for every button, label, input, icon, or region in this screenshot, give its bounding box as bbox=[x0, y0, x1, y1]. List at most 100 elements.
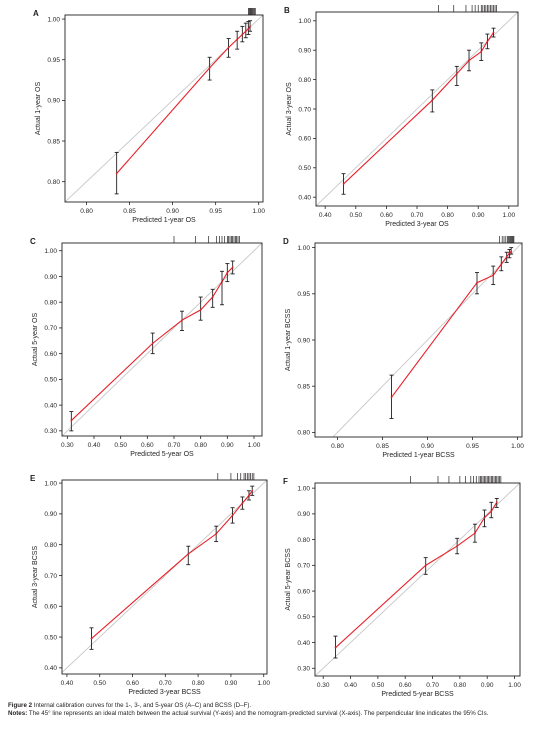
y-tick-label: 0.80 bbox=[44, 542, 57, 549]
plot-frame bbox=[64, 14, 264, 203]
ci-error-bar bbox=[454, 65, 459, 86]
data-point bbox=[241, 502, 244, 504]
y-axis-title: Actual 1-year BCSS bbox=[285, 309, 292, 372]
panel-a: 0.80 0.85 0.90 0.95 1.00 0.80 0.85 0.90 0.95 1.00… bbox=[33, 8, 265, 224]
data-point bbox=[251, 489, 254, 492]
x-tick-label: 0.90 bbox=[166, 208, 179, 215]
y-axis-title: Actual 5-year BCSS bbox=[285, 548, 292, 611]
calibration-curve bbox=[91, 490, 253, 640]
y-tick-label: 0.30 bbox=[297, 666, 310, 673]
x-axis-title: Predicted 3-year BCSS bbox=[128, 689, 201, 696]
y-tick-label: 0.90 bbox=[298, 48, 311, 55]
ideal-line bbox=[62, 243, 262, 436]
data-point bbox=[492, 274, 495, 277]
plot-frame bbox=[314, 242, 523, 438]
data-point bbox=[227, 46, 230, 49]
panel-b: 0.40 0.50 0.60 0.70 0.80 0.90 1.00 0.40 0.50 0.60… bbox=[284, 5, 519, 228]
x-tick-label: 0.90 bbox=[481, 682, 494, 689]
data-point bbox=[151, 342, 154, 345]
data-point bbox=[486, 40, 489, 43]
y-tick-label: 0.80 bbox=[297, 430, 310, 437]
data-point bbox=[431, 99, 434, 102]
data-point bbox=[181, 319, 183, 322]
y-tick-label: 0.80 bbox=[47, 179, 60, 186]
data-point bbox=[115, 172, 118, 175]
data-point bbox=[226, 271, 229, 274]
ci-error-bar bbox=[220, 270, 224, 306]
x-tick-label: 0.95 bbox=[466, 443, 479, 450]
y-tick-label: 0.90 bbox=[297, 337, 310, 344]
data-point bbox=[334, 646, 337, 649]
x-tick-label: 0.60 bbox=[399, 682, 412, 689]
x-tick-label: 0.90 bbox=[472, 212, 485, 219]
ideal-line bbox=[332, 243, 522, 437]
data-point bbox=[236, 38, 239, 41]
x-tick-label: 1.00 bbox=[508, 682, 521, 689]
y-tick-label: 0.95 bbox=[297, 291, 310, 298]
panel-letter: D bbox=[283, 237, 289, 246]
data-point bbox=[248, 494, 250, 497]
data-point bbox=[208, 66, 211, 69]
x-tick-label: 0.50 bbox=[349, 212, 362, 219]
data-point bbox=[199, 309, 202, 311]
y-tick-label: 0.50 bbox=[44, 634, 57, 641]
y-tick-label: 0.40 bbox=[44, 665, 57, 672]
x-axis-title: Predicted 1-year OS bbox=[132, 217, 196, 224]
x-tick-label: 0.40 bbox=[61, 680, 74, 687]
y-axis-title: Actual 5-year OS bbox=[32, 313, 39, 367]
x-tick-label: 0.50 bbox=[372, 682, 385, 689]
x-tick-label: 0.40 bbox=[88, 442, 101, 449]
x-tick-label: 1.00 bbox=[511, 443, 524, 450]
y-tick-label: 0.50 bbox=[298, 165, 311, 172]
y-tick-label: 1.00 bbox=[44, 480, 57, 487]
y-tick-label: 1.00 bbox=[298, 18, 311, 25]
figure-text: Internal calibration curves for the 1-, … bbox=[33, 702, 252, 709]
data-point bbox=[390, 396, 393, 399]
x-tick-label: 0.80 bbox=[441, 212, 454, 219]
panel-c: 0.30 0.40 0.50 0.60 0.70 0.80 0.90 1.00 0.30 0.40… bbox=[30, 236, 263, 458]
x-tick-label: 0.80 bbox=[331, 443, 344, 450]
y-tick-label: 0.85 bbox=[297, 383, 310, 390]
x-tick-label: 0.40 bbox=[344, 682, 357, 689]
y-tick-label: 0.40 bbox=[297, 640, 310, 647]
x-tick-label: 0.85 bbox=[376, 443, 389, 450]
y-tick-label: 0.60 bbox=[298, 136, 311, 143]
figure-label: Figure 2 bbox=[8, 702, 33, 709]
caption-notes-line: Notes: The 45° line represents an ideal … bbox=[8, 710, 532, 718]
x-tick-label: 0.60 bbox=[380, 212, 393, 219]
x-tick-label: 0.90 bbox=[221, 442, 234, 449]
y-tick-label: 0.60 bbox=[44, 351, 57, 358]
y-tick-label: 0.60 bbox=[297, 588, 310, 595]
calibration-curve bbox=[343, 32, 494, 185]
x-tick-label: 0.80 bbox=[80, 208, 93, 215]
x-axis-title: Predicted 1-year BCSS bbox=[382, 452, 455, 459]
panel-letter: F bbox=[283, 477, 288, 486]
y-tick-label: 0.70 bbox=[298, 106, 311, 113]
ideal-line bbox=[315, 483, 520, 676]
panel-letter: E bbox=[30, 474, 36, 483]
x-tick-label: 1.00 bbox=[252, 208, 265, 215]
x-tick-label: 0.90 bbox=[421, 443, 434, 450]
data-point bbox=[244, 30, 247, 33]
x-axis-title: Predicted 3-year OS bbox=[385, 221, 449, 228]
y-tick-label: 1.00 bbox=[44, 248, 57, 255]
x-tick-label: 0.60 bbox=[126, 680, 139, 687]
data-point bbox=[342, 183, 345, 185]
panel-e: 0.40 0.50 0.60 0.70 0.80 0.90 1.00 0.40 0.50 0.60… bbox=[30, 473, 270, 696]
caption-title-line: Figure 2 Internal calibration curves for… bbox=[8, 702, 532, 710]
data-point bbox=[474, 532, 476, 535]
data-point bbox=[476, 281, 478, 284]
notes-text: The 45° line represents an ideal match b… bbox=[28, 710, 489, 717]
y-tick-label: 1.00 bbox=[47, 16, 60, 23]
x-tick-label: 0.70 bbox=[411, 212, 424, 219]
y-tick-label: 0.40 bbox=[298, 194, 311, 201]
x-tick-label: 0.95 bbox=[209, 208, 222, 215]
y-tick-label: 0.80 bbox=[298, 77, 311, 84]
ci-error-bar bbox=[198, 296, 203, 321]
y-tick-label: 1.00 bbox=[297, 485, 310, 492]
data-point bbox=[456, 545, 459, 547]
x-tick-label: 0.30 bbox=[61, 442, 74, 449]
x-tick-label: 1.00 bbox=[502, 212, 515, 219]
data-point bbox=[424, 564, 427, 567]
